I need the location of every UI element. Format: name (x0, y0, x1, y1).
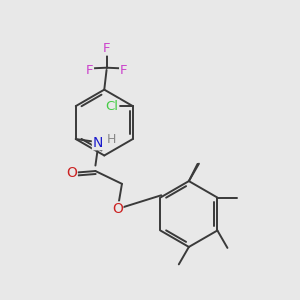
Text: O: O (66, 166, 77, 180)
Text: H: H (107, 133, 116, 146)
Text: Cl: Cl (106, 100, 119, 112)
Text: F: F (86, 64, 93, 77)
Text: N: N (92, 136, 103, 150)
Text: F: F (120, 64, 127, 77)
Text: F: F (103, 42, 110, 55)
Text: O: O (112, 202, 123, 216)
